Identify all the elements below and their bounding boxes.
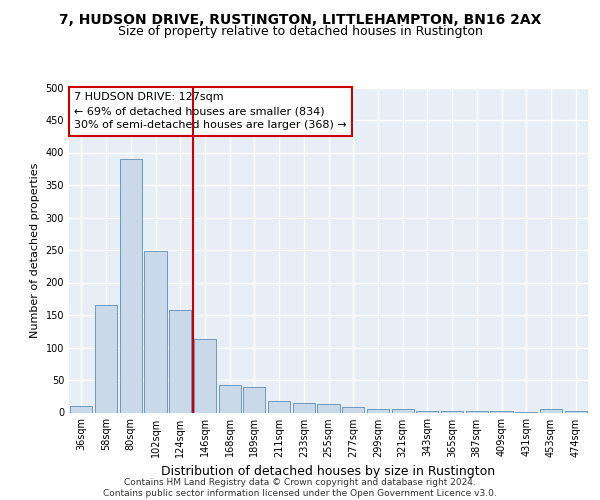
Bar bbox=[218, 384, 241, 412]
Bar bbox=[392, 408, 414, 412]
Bar bbox=[490, 411, 512, 412]
Bar bbox=[243, 386, 265, 412]
X-axis label: Distribution of detached houses by size in Rustington: Distribution of detached houses by size … bbox=[161, 465, 496, 478]
Bar bbox=[367, 408, 389, 412]
Y-axis label: Number of detached properties: Number of detached properties bbox=[30, 162, 40, 338]
Bar bbox=[145, 252, 167, 412]
Text: Contains HM Land Registry data © Crown copyright and database right 2024.
Contai: Contains HM Land Registry data © Crown c… bbox=[103, 478, 497, 498]
Bar bbox=[194, 339, 216, 412]
Bar bbox=[119, 159, 142, 412]
Bar bbox=[540, 409, 562, 412]
Bar bbox=[169, 310, 191, 412]
Bar bbox=[70, 406, 92, 412]
Bar bbox=[441, 411, 463, 412]
Bar bbox=[293, 404, 315, 412]
Bar bbox=[95, 305, 117, 412]
Bar bbox=[416, 410, 439, 412]
Text: Size of property relative to detached houses in Rustington: Size of property relative to detached ho… bbox=[118, 25, 482, 38]
Text: 7 HUDSON DRIVE: 127sqm
← 69% of detached houses are smaller (834)
30% of semi-de: 7 HUDSON DRIVE: 127sqm ← 69% of detached… bbox=[74, 92, 347, 130]
Bar bbox=[565, 410, 587, 412]
Bar bbox=[342, 408, 364, 412]
Bar bbox=[317, 404, 340, 412]
Text: 7, HUDSON DRIVE, RUSTINGTON, LITTLEHAMPTON, BN16 2AX: 7, HUDSON DRIVE, RUSTINGTON, LITTLEHAMPT… bbox=[59, 12, 541, 26]
Bar bbox=[466, 411, 488, 412]
Bar bbox=[268, 402, 290, 412]
